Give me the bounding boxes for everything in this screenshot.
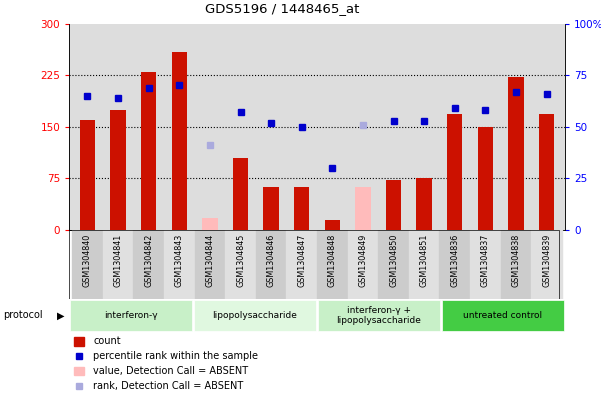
Text: GSM1304847: GSM1304847 [297, 233, 307, 287]
Bar [317, 230, 347, 299]
Text: GSM1304838: GSM1304838 [511, 233, 520, 286]
Bar [256, 230, 287, 299]
Text: GSM1304845: GSM1304845 [236, 233, 245, 287]
Text: GDS5196 / 1448465_at: GDS5196 / 1448465_at [206, 2, 359, 15]
Bar [386, 180, 401, 230]
Bar [263, 187, 279, 230]
Text: interferon-γ: interferon-γ [105, 311, 158, 320]
Bar [355, 187, 371, 230]
Bar [103, 230, 133, 299]
Text: GSM1304841: GSM1304841 [114, 233, 123, 286]
Bar [378, 230, 409, 299]
Bar [75, 337, 84, 345]
Bar [172, 52, 187, 230]
Text: lipopolysaccharide: lipopolysaccharide [213, 311, 297, 320]
Bar [478, 127, 493, 230]
Bar [233, 158, 248, 230]
Bar [325, 220, 340, 230]
Text: GSM1304837: GSM1304837 [481, 233, 490, 287]
Text: rank, Detection Call = ABSENT: rank, Detection Call = ABSENT [93, 381, 243, 391]
Bar [416, 178, 432, 230]
Text: interferon-γ +
lipopolysaccharide: interferon-γ + lipopolysaccharide [337, 306, 421, 325]
Text: percentile rank within the sample: percentile rank within the sample [93, 351, 258, 361]
Bar [439, 230, 470, 299]
FancyBboxPatch shape [194, 300, 316, 331]
Bar [75, 367, 84, 375]
Bar [225, 230, 256, 299]
Text: GSM1304840: GSM1304840 [83, 233, 92, 286]
Text: GSM1304839: GSM1304839 [542, 233, 551, 287]
Bar [539, 114, 554, 230]
Bar [531, 230, 562, 299]
Bar [470, 230, 501, 299]
Bar [294, 187, 310, 230]
Bar [111, 110, 126, 230]
Bar [133, 230, 164, 299]
Text: GSM1304844: GSM1304844 [206, 233, 215, 286]
Bar [195, 230, 225, 299]
Text: GSM1304846: GSM1304846 [267, 233, 276, 286]
FancyBboxPatch shape [70, 300, 192, 331]
Bar [447, 114, 462, 230]
Bar [409, 230, 439, 299]
Text: count: count [93, 336, 121, 346]
Bar [287, 230, 317, 299]
Text: value, Detection Call = ABSENT: value, Detection Call = ABSENT [93, 366, 248, 376]
FancyBboxPatch shape [442, 300, 564, 331]
Text: GSM1304836: GSM1304836 [450, 233, 459, 286]
Text: ▶: ▶ [58, 310, 65, 320]
Text: protocol: protocol [3, 310, 43, 320]
Bar [347, 230, 378, 299]
Bar [141, 72, 156, 230]
Bar [203, 217, 218, 230]
Bar [164, 230, 195, 299]
Text: GSM1304850: GSM1304850 [389, 233, 398, 287]
FancyBboxPatch shape [318, 300, 440, 331]
Text: GSM1304848: GSM1304848 [328, 233, 337, 286]
Text: GSM1304842: GSM1304842 [144, 233, 153, 287]
Bar [501, 230, 531, 299]
Bar [80, 120, 95, 230]
Text: GSM1304851: GSM1304851 [419, 233, 429, 287]
Bar [508, 77, 523, 230]
Text: GSM1304843: GSM1304843 [175, 233, 184, 286]
Text: untreated control: untreated control [463, 311, 543, 320]
Bar [72, 230, 103, 299]
Text: GSM1304849: GSM1304849 [358, 233, 367, 287]
